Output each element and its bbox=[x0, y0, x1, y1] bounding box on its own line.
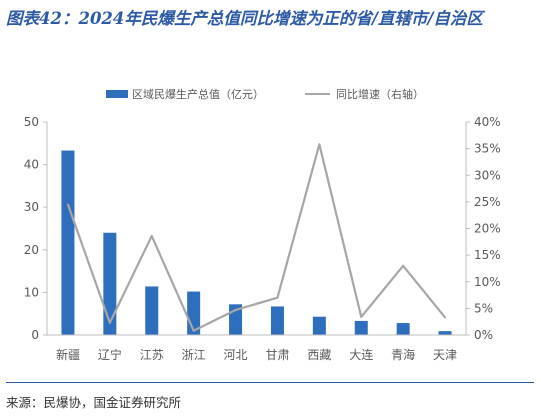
y-right-tick-label: 25% bbox=[474, 195, 501, 209]
legend-bar-swatch bbox=[106, 90, 128, 98]
legend-line-label: 同比增速（右轴） bbox=[336, 87, 424, 101]
bar-3 bbox=[145, 286, 159, 335]
legend: 区域民爆生产总值（亿元） 同比增速（右轴） bbox=[106, 87, 424, 101]
bar-8 bbox=[354, 320, 368, 335]
chart-title: 图表42：2024年民爆生产总值同比增速为正的省/直辖市/自治区 bbox=[6, 9, 483, 28]
x-axis: 新疆 辽宁 江苏 浙江 河北 甘肃 西藏 大连 青海 天津 bbox=[47, 334, 466, 362]
y-right-tick-label: 40% bbox=[474, 115, 501, 129]
growth-point-3 bbox=[150, 234, 153, 237]
y-left-tick-label: 40 bbox=[24, 158, 39, 172]
source-divider bbox=[6, 382, 534, 383]
bar-10 bbox=[438, 331, 452, 335]
growth-point-8 bbox=[360, 315, 363, 318]
y-right-tick-label: 10% bbox=[474, 275, 501, 289]
growth-point-6 bbox=[276, 296, 279, 299]
y-left-tick-label: 10 bbox=[24, 285, 39, 299]
y-left-tick-label: 50 bbox=[24, 115, 39, 129]
y-left-tick-label: 20 bbox=[24, 243, 39, 257]
y-left-tick-label: 0 bbox=[31, 328, 39, 342]
bar-6 bbox=[270, 306, 284, 335]
bar-7 bbox=[312, 316, 326, 335]
bar-2 bbox=[103, 232, 117, 335]
x-tick-label: 江苏 bbox=[140, 348, 164, 362]
y-axis-left: 0 10 20 30 40 50 bbox=[24, 115, 48, 342]
y-right-tick-label: 0% bbox=[474, 328, 493, 342]
y-right-tick-label: 15% bbox=[474, 248, 501, 262]
growth-point-2 bbox=[108, 321, 111, 324]
x-tick-label: 甘肃 bbox=[265, 348, 289, 362]
bar-9 bbox=[396, 323, 410, 335]
growth-point-1 bbox=[66, 203, 69, 206]
growth-series-line bbox=[66, 143, 446, 332]
x-tick-label: 新疆 bbox=[56, 347, 80, 362]
x-tick-label: 天津 bbox=[433, 348, 457, 362]
y-right-tick-label: 20% bbox=[474, 222, 501, 236]
growth-point-5 bbox=[234, 308, 237, 311]
y-right-tick-label: 35% bbox=[474, 142, 501, 156]
y-right-tick-label: 30% bbox=[474, 168, 501, 182]
bars bbox=[61, 150, 452, 335]
bar-1 bbox=[61, 150, 75, 335]
x-tick-label: 西藏 bbox=[307, 348, 331, 362]
source-note: 来源：民爆协，国金证券研究所 bbox=[6, 395, 182, 410]
growth-point-4 bbox=[192, 329, 195, 332]
legend-bar-label: 区域民爆生产总值（亿元） bbox=[132, 87, 264, 101]
y-left-tick-label: 30 bbox=[24, 200, 39, 214]
growth-point-10 bbox=[444, 316, 447, 319]
x-tick-label: 辽宁 bbox=[98, 347, 122, 362]
growth-line bbox=[66, 143, 447, 332]
x-tick-label: 青海 bbox=[391, 347, 415, 362]
growth-point-9 bbox=[402, 264, 405, 267]
chart: 区域民爆生产总值（亿元） 同比增速（右轴） 0 10 20 30 40 50 0% 5% 10… bbox=[24, 87, 501, 362]
growth-point-7 bbox=[318, 143, 321, 146]
x-tick-label: 河北 bbox=[224, 348, 248, 362]
x-tick-label: 浙江 bbox=[182, 348, 206, 362]
y-right-tick-label: 5% bbox=[474, 301, 493, 315]
y-axis-right: 0% 5% 10% 15% 20% 25% 30% 35% 40% bbox=[465, 115, 501, 342]
x-tick-label: 大连 bbox=[349, 347, 373, 362]
